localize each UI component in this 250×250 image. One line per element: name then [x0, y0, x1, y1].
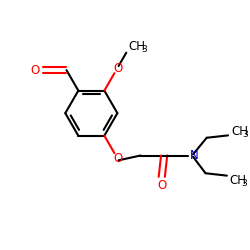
- Text: O: O: [30, 64, 39, 76]
- Text: CH: CH: [129, 40, 146, 53]
- Text: 3: 3: [242, 179, 247, 188]
- Text: CH: CH: [230, 174, 247, 187]
- Text: 3: 3: [141, 45, 147, 54]
- Text: O: O: [113, 62, 122, 75]
- Text: O: O: [113, 152, 122, 166]
- Text: 3: 3: [243, 130, 248, 139]
- Text: O: O: [157, 178, 166, 192]
- Text: CH: CH: [231, 125, 248, 138]
- Text: N: N: [190, 149, 199, 162]
